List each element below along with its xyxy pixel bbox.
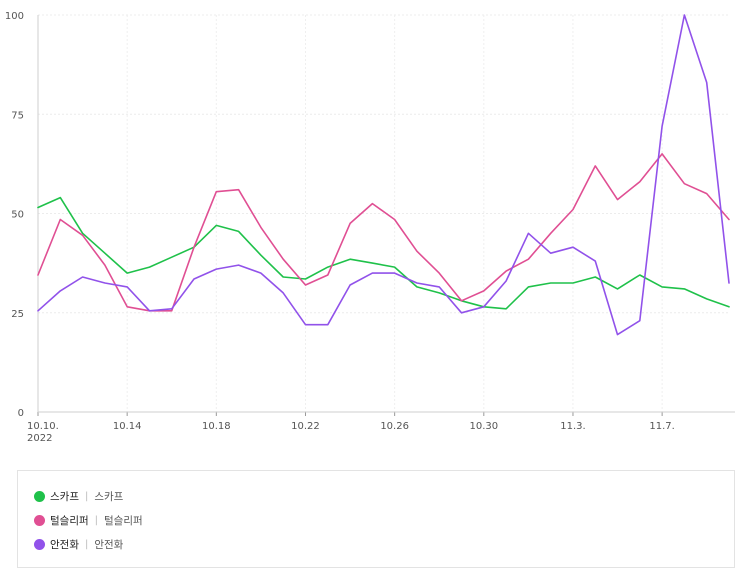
x-year-label: 2022 — [27, 433, 52, 444]
x-tick-label: 10.14 — [113, 421, 142, 432]
chart-grid — [38, 14, 729, 412]
y-tick-label: 50 — [11, 210, 24, 221]
legend-item-sublabel: 털슬리퍼 — [104, 514, 143, 527]
series-line-2 — [37, 14, 730, 336]
legend-item-safety-shoes[interactable]: 안전화 | 안전화 — [18, 532, 734, 556]
legend-item-fur-slipper[interactable]: 털슬리퍼 | 털슬리퍼 — [18, 508, 734, 532]
x-tick-label: 10.26 — [380, 421, 409, 432]
series-line-0 — [37, 196, 730, 310]
legend-item-sublabel: 스카프 — [94, 490, 124, 503]
chart-axes — [37, 15, 735, 416]
legend-dot-icon — [34, 490, 45, 502]
chart-tick-labels: 0 25 50 75 100 10.10. 10.14 10.18 10.22 10.26 10.3… — [5, 11, 675, 444]
chart-series — [37, 14, 730, 336]
x-tick-label: 11.7. — [649, 421, 674, 432]
x-tick-label: 10.30 — [469, 421, 498, 432]
x-tick-label: 11.3. — [560, 421, 585, 432]
legend-item-label: 스카프 — [50, 490, 79, 503]
series-line-1 — [37, 153, 730, 312]
x-tick-label: 10.10. — [27, 421, 59, 432]
y-tick-label: 25 — [11, 309, 24, 320]
legend-item-scarf[interactable]: 스카프 | 스카프 — [18, 484, 734, 508]
legend-separator: | — [94, 514, 99, 526]
y-tick-label: 75 — [11, 110, 24, 121]
chart-legend: 스카프 | 스카프 털슬리퍼 | 털슬리퍼 안전화 | 안전화 — [17, 470, 735, 568]
y-tick-label: 100 — [5, 11, 24, 22]
legend-separator: | — [84, 490, 89, 502]
legend-separator: | — [84, 538, 89, 550]
legend-dot-icon — [34, 514, 45, 526]
x-tick-label: 10.18 — [202, 421, 231, 432]
y-tick-label: 0 — [18, 408, 24, 419]
line-chart: 0 25 50 75 100 10.10. 10.14 10.18 10.22 10.26 10.3… — [5, 11, 735, 444]
legend-dot-icon — [34, 538, 45, 550]
x-tick-label: 10.22 — [291, 421, 320, 432]
legend-item-sublabel: 안전화 — [94, 538, 124, 551]
legend-item-label: 털슬리퍼 — [50, 514, 89, 527]
legend-item-label: 안전화 — [50, 538, 79, 551]
